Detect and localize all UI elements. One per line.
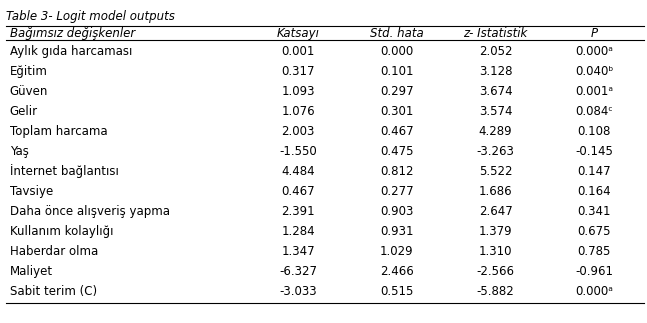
Text: 1.076: 1.076 bbox=[281, 105, 315, 118]
Text: 0.341: 0.341 bbox=[578, 205, 611, 218]
Text: Sabit terim (C): Sabit terim (C) bbox=[10, 285, 97, 298]
Text: Daha önce alışveriş yapma: Daha önce alışveriş yapma bbox=[10, 205, 170, 218]
Text: 0.040ᵇ: 0.040ᵇ bbox=[575, 65, 613, 78]
Text: Toplam harcama: Toplam harcama bbox=[10, 125, 107, 138]
Text: 0.001: 0.001 bbox=[281, 45, 314, 57]
Text: 0.001ᵃ: 0.001ᵃ bbox=[575, 85, 613, 98]
Text: -0.145: -0.145 bbox=[575, 145, 613, 158]
Text: Haberdar olma: Haberdar olma bbox=[10, 245, 98, 258]
Text: -0.961: -0.961 bbox=[575, 265, 613, 278]
Text: Bağımsız değişkenler: Bağımsız değişkenler bbox=[10, 27, 135, 40]
Text: İnternet bağlantısı: İnternet bağlantısı bbox=[10, 164, 118, 178]
Text: Yaş: Yaş bbox=[10, 145, 28, 158]
Text: Aylık gıda harcaması: Aylık gıda harcaması bbox=[10, 45, 132, 57]
Text: 0.812: 0.812 bbox=[380, 165, 413, 178]
Text: -3.263: -3.263 bbox=[477, 145, 514, 158]
Text: 1.093: 1.093 bbox=[281, 85, 315, 98]
Text: 1.347: 1.347 bbox=[281, 245, 315, 258]
Text: 1.686: 1.686 bbox=[479, 185, 512, 198]
Text: 0.903: 0.903 bbox=[380, 205, 413, 218]
Text: -6.327: -6.327 bbox=[279, 265, 317, 278]
Text: 0.108: 0.108 bbox=[578, 125, 611, 138]
Text: 2.466: 2.466 bbox=[380, 265, 413, 278]
Text: 1.379: 1.379 bbox=[479, 225, 512, 238]
Text: 0.467: 0.467 bbox=[281, 185, 315, 198]
Text: 0.000ᵃ: 0.000ᵃ bbox=[575, 285, 613, 298]
Text: Katsayı: Katsayı bbox=[277, 27, 320, 40]
Text: -1.550: -1.550 bbox=[279, 145, 317, 158]
Text: 0.101: 0.101 bbox=[380, 65, 413, 78]
Text: 0.785: 0.785 bbox=[578, 245, 611, 258]
Text: Maliyet: Maliyet bbox=[10, 265, 53, 278]
Text: 1.310: 1.310 bbox=[479, 245, 512, 258]
Text: 1.284: 1.284 bbox=[281, 225, 315, 238]
Text: 0.084ᶜ: 0.084ᶜ bbox=[575, 105, 613, 118]
Text: 0.000: 0.000 bbox=[380, 45, 413, 57]
Text: 0.164: 0.164 bbox=[578, 185, 611, 198]
Text: 0.277: 0.277 bbox=[380, 185, 413, 198]
Text: 2.052: 2.052 bbox=[479, 45, 512, 57]
Text: 0.317: 0.317 bbox=[281, 65, 315, 78]
Text: Table 3- Logit model outputs: Table 3- Logit model outputs bbox=[6, 10, 175, 23]
Text: P: P bbox=[591, 27, 598, 40]
Text: 3.128: 3.128 bbox=[479, 65, 512, 78]
Text: Tavsiye: Tavsiye bbox=[10, 185, 53, 198]
Text: Gelir: Gelir bbox=[10, 105, 38, 118]
Text: 5.522: 5.522 bbox=[479, 165, 512, 178]
Text: 2.003: 2.003 bbox=[281, 125, 314, 138]
Text: 4.289: 4.289 bbox=[479, 125, 512, 138]
Text: 2.647: 2.647 bbox=[479, 205, 512, 218]
Text: 0.931: 0.931 bbox=[380, 225, 413, 238]
Text: 0.475: 0.475 bbox=[380, 145, 413, 158]
Text: 0.297: 0.297 bbox=[380, 85, 413, 98]
Text: Eğitim: Eğitim bbox=[10, 65, 48, 78]
Text: 3.674: 3.674 bbox=[479, 85, 512, 98]
Text: 4.484: 4.484 bbox=[281, 165, 315, 178]
Text: 3.574: 3.574 bbox=[479, 105, 512, 118]
Text: Kullanım kolaylığı: Kullanım kolaylığı bbox=[10, 225, 113, 238]
Text: 0.467: 0.467 bbox=[380, 125, 413, 138]
Text: Std. hata: Std. hata bbox=[370, 27, 424, 40]
Text: 1.029: 1.029 bbox=[380, 245, 413, 258]
Text: 2.391: 2.391 bbox=[281, 205, 315, 218]
Text: 0.675: 0.675 bbox=[578, 225, 611, 238]
Text: 0.000ᵃ: 0.000ᵃ bbox=[575, 45, 613, 57]
Text: -5.882: -5.882 bbox=[477, 285, 514, 298]
Text: 0.147: 0.147 bbox=[578, 165, 611, 178]
Text: Güven: Güven bbox=[10, 85, 48, 98]
Text: 0.301: 0.301 bbox=[380, 105, 413, 118]
Text: -2.566: -2.566 bbox=[477, 265, 514, 278]
Text: 0.515: 0.515 bbox=[380, 285, 413, 298]
Text: -3.033: -3.033 bbox=[280, 285, 317, 298]
Text: z- İstatistik: z- İstatistik bbox=[463, 27, 528, 40]
